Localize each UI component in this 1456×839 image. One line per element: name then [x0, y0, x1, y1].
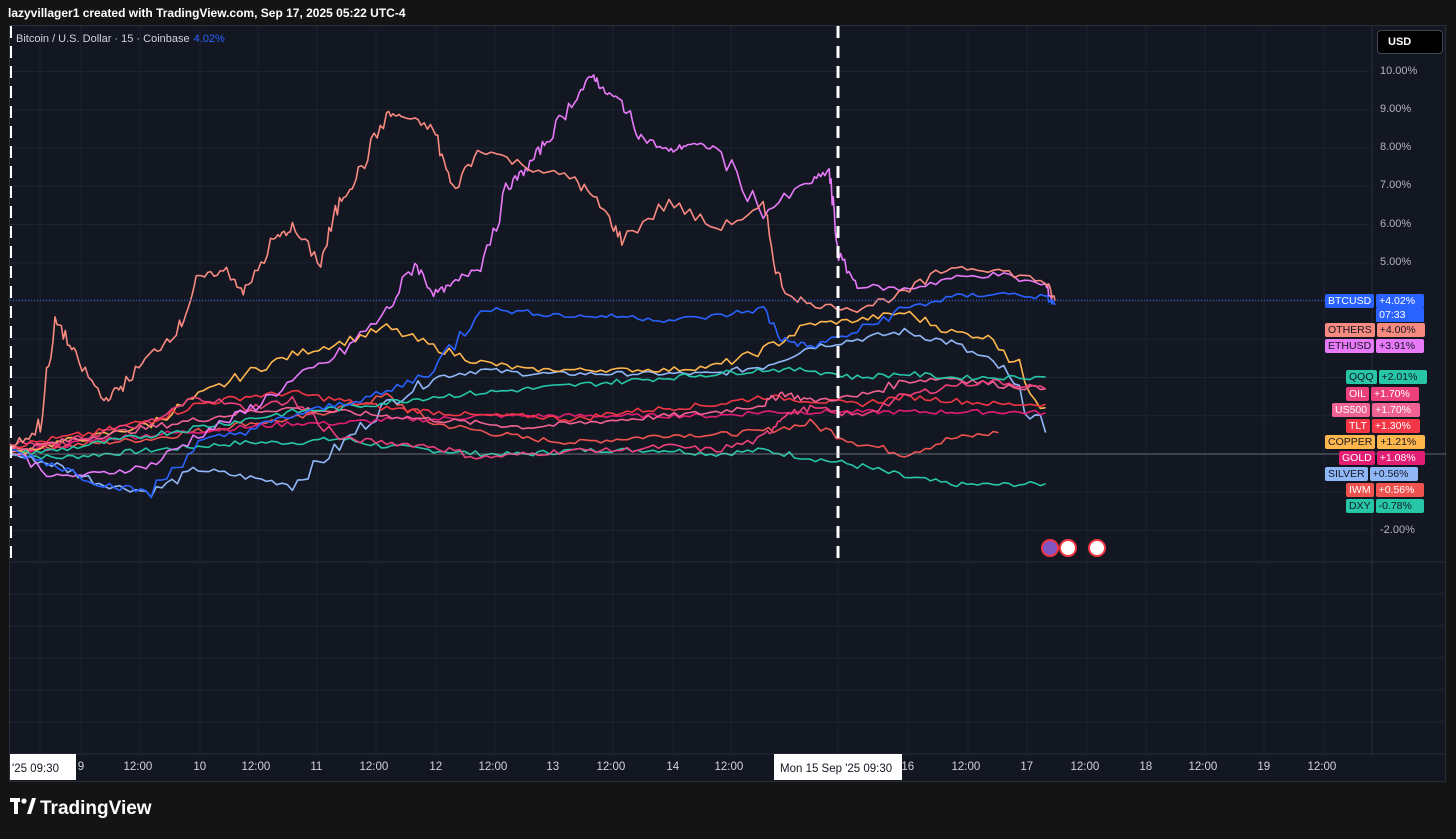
legend-qqq[interactable]: QQQ +2.01%: [1346, 370, 1427, 384]
x-tick-label: 12:00: [714, 761, 744, 773]
legend-series-name: US500: [1332, 403, 1371, 417]
tradingview-logo: TradingView: [10, 798, 152, 820]
x-tick-label: 12: [429, 761, 443, 773]
legend-series-value: +0.56%: [1369, 467, 1418, 481]
event-marker-icon[interactable]: [1041, 539, 1059, 557]
x-tick-label: 16: [901, 761, 915, 773]
brand-name: TradingView: [40, 798, 152, 819]
y-tick-label: -2.00%: [1380, 523, 1415, 536]
legend-copper[interactable]: COPPER +1.21%: [1325, 435, 1426, 449]
legend-series-name: COPPER: [1325, 435, 1376, 449]
legend-series-name: BTCUSD: [1325, 294, 1375, 308]
series-line-others[interactable]: [9, 110, 1056, 448]
attribution-text: lazyvillager1 created with TradingView.c…: [8, 6, 406, 20]
x-tick-label: 11: [310, 761, 323, 773]
legend-series-value: +4.02%: [1376, 294, 1425, 308]
series-line-silver[interactable]: [9, 327, 1047, 498]
y-tick-label: 6.00%: [1380, 217, 1412, 230]
series-line-tlt[interactable]: [9, 389, 1046, 450]
legend-others[interactable]: OTHERS +4.00%: [1325, 323, 1425, 337]
legend-btcusd[interactable]: BTCUSD +4.02% 07:33: [1325, 294, 1425, 322]
y-tick-label: 10.00%: [1380, 64, 1418, 77]
series-line-btcusd[interactable]: [9, 291, 1056, 499]
series-line-qqq[interactable]: [9, 366, 1046, 457]
legend-us500[interactable]: US500 +1.70%: [1332, 403, 1421, 417]
legend-series-value: +0.56%: [1375, 483, 1424, 497]
series-line-ethusd[interactable]: [9, 74, 1056, 478]
legend-dxy[interactable]: DXY -0.78%: [1346, 499, 1424, 513]
legend-series-value: +1.08%: [1376, 451, 1425, 465]
legend-series-name: QQQ: [1346, 370, 1377, 384]
legend-series-name: DXY: [1346, 499, 1374, 513]
currency-button[interactable]: USD: [1377, 30, 1443, 54]
legend-oil[interactable]: OIL +1.70%: [1346, 387, 1419, 401]
y-tick-label: 8.00%: [1380, 141, 1412, 153]
legend-series-name: TLT: [1346, 419, 1370, 433]
x-tick-label: 13: [546, 761, 560, 773]
legend-series-name: GOLD: [1339, 451, 1375, 465]
y-tick-label: 7.00%: [1380, 179, 1412, 192]
x-tick-label: 12:00: [241, 761, 271, 773]
x-tick-label: 12:00: [478, 761, 508, 773]
legend-series-value: +3.91%: [1376, 339, 1425, 353]
symbol-title[interactable]: Bitcoin / U.S. Dollar · 15 · Coinbase 4.0…: [16, 33, 225, 45]
x-tick-label: 12:00: [1307, 761, 1337, 773]
legend-series-value: +1.21%: [1377, 435, 1426, 449]
x-tick-label: 12:00: [123, 761, 153, 773]
x-tick-label: 12:00: [1188, 761, 1218, 773]
legend-series-name: OTHERS: [1325, 323, 1375, 337]
legend-series-name: SILVER: [1325, 467, 1368, 481]
x-tick-label: 14: [666, 761, 680, 773]
legend-gold[interactable]: GOLD +1.08%: [1339, 451, 1425, 465]
x-tick-label: 19: [1257, 761, 1271, 773]
legend-iwm[interactable]: IWM +0.56%: [1346, 483, 1424, 497]
x-tick-label: 17: [1020, 761, 1034, 773]
x-tick-label: 12:00: [359, 761, 389, 773]
x-tick-label: '25 09:30: [10, 754, 76, 780]
y-tick-label: 5.00%: [1380, 255, 1412, 268]
legend-series-name: IWM: [1346, 483, 1374, 497]
series-line-us500[interactable]: [9, 377, 1046, 451]
event-marker-icon[interactable]: [1088, 539, 1106, 557]
symbol-change: 4.02%: [193, 33, 225, 45]
legend-series-value: +2.01%: [1378, 370, 1427, 384]
legend-series-value: -0.78%: [1375, 499, 1424, 513]
x-tick-label: 12:00: [596, 761, 626, 773]
x-tick-label: 12:00: [951, 761, 981, 773]
y-tick-label: 9.00%: [1380, 102, 1412, 115]
x-tick-label: Mon 15 Sep '25 09:30: [774, 754, 902, 780]
legend-series-name: ETHUSD: [1325, 339, 1375, 353]
tradingview-logo-icon: [10, 798, 36, 814]
event-marker-icon[interactable]: [1059, 539, 1077, 557]
legend-countdown: 07:33: [1376, 308, 1425, 322]
legend-ethusd[interactable]: ETHUSD +3.91%: [1325, 339, 1425, 353]
symbol-name: Bitcoin / U.S. Dollar · 15 · Coinbase: [16, 33, 190, 45]
legend-silver[interactable]: SILVER +0.56%: [1325, 467, 1418, 481]
x-tick-label: 12:00: [1070, 761, 1100, 773]
x-tick-label: 10: [193, 761, 207, 773]
legend-series-name: OIL: [1346, 387, 1369, 401]
series-line-iwm[interactable]: [9, 392, 999, 458]
legend-series-value: +1.70%: [1370, 387, 1419, 401]
series-line-gold[interactable]: [9, 408, 1046, 456]
series-line-oil[interactable]: [9, 378, 1046, 460]
legend-series-value: +4.00%: [1376, 323, 1425, 337]
legend-tlt[interactable]: TLT +1.30%: [1346, 419, 1420, 433]
x-tick-label: 9: [77, 761, 85, 773]
legend-series-value: +1.70%: [1372, 403, 1421, 417]
legend-series-value: +1.30%: [1371, 419, 1420, 433]
x-tick-label: 18: [1139, 761, 1153, 773]
